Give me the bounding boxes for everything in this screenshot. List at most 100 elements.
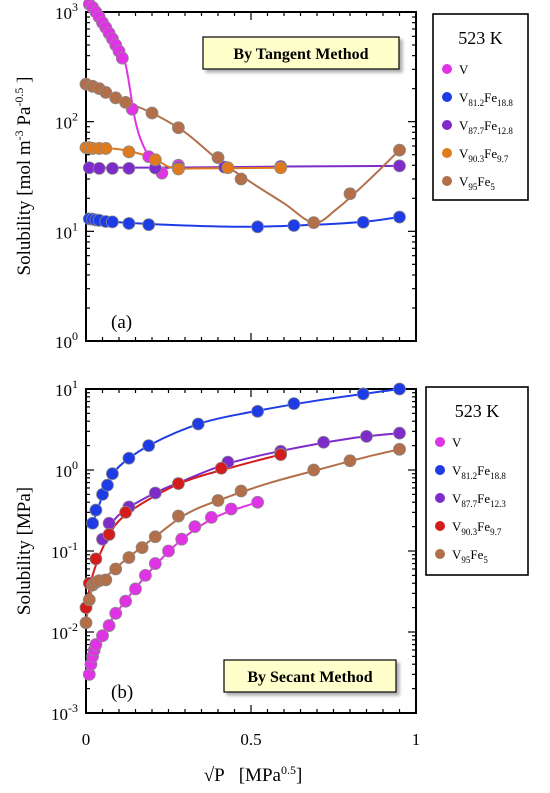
- x-tick-label: 0.5: [240, 730, 261, 749]
- data-point: [307, 216, 321, 230]
- data-point: [115, 51, 129, 65]
- legend-element: Fe: [477, 174, 490, 189]
- data-point: [224, 502, 238, 516]
- x-tick-label: 0: [82, 730, 91, 749]
- legend-subscript: 12.3: [490, 499, 506, 509]
- data-point: [211, 494, 225, 507]
- panel-a-legend: 523 KVV81.2Fe18.8V87.7Fe12.8V90.3Fe9.7V9…: [432, 13, 529, 201]
- legend-element: Fe: [470, 547, 483, 562]
- data-point: [96, 629, 109, 643]
- data-point: [211, 151, 225, 165]
- panel-b-y-axis-label: Solubility [MPa]: [14, 487, 35, 615]
- x-axis-label-close: ]: [296, 765, 302, 786]
- data-point: [89, 503, 103, 517]
- x-axis-label-exp: 0.5: [281, 763, 296, 777]
- data-point: [122, 551, 136, 564]
- y-tick-base: 10: [55, 462, 72, 481]
- legend-subscript: 12.8: [497, 126, 513, 136]
- legend-element: V: [452, 547, 462, 562]
- x-axis-label-unit: [MPa: [239, 765, 282, 786]
- legend-subscript: 9.7: [490, 527, 502, 537]
- panel-b-data-points: [79, 382, 406, 681]
- data-point: [106, 215, 119, 229]
- legend-entry: V87.7Fe12.8: [459, 118, 513, 136]
- data-point: [287, 219, 301, 232]
- data-point: [171, 162, 185, 176]
- data-point: [101, 478, 114, 492]
- data-point: [148, 530, 162, 544]
- legend-entry: V90.3Fe9.7: [459, 146, 509, 164]
- data-point: [214, 461, 228, 475]
- legend-marker: [442, 148, 452, 158]
- legend-subscript: 90.3: [468, 154, 484, 164]
- legend-marker: [442, 176, 452, 186]
- panel-b-tag: (b): [111, 682, 133, 703]
- y-tick-exponent: 0: [72, 458, 78, 472]
- legend-element: V: [459, 174, 469, 189]
- legend-element: V: [452, 463, 462, 478]
- panel-a-tag: (a): [111, 312, 132, 333]
- y-label-sup: -0.5: [12, 88, 26, 107]
- y-tick-label: 10-1: [51, 539, 78, 562]
- legend-element: Fe: [477, 463, 490, 478]
- legend-box: [432, 13, 529, 201]
- legend-entry: V81.2Fe18.8: [452, 463, 506, 481]
- data-point: [393, 382, 406, 396]
- legend-element: V: [459, 118, 469, 133]
- data-point: [122, 217, 136, 230]
- data-point: [171, 121, 185, 135]
- data-point: [287, 397, 301, 411]
- data-point: [142, 439, 156, 453]
- panel-a-method-box: By Tangent Method: [202, 36, 400, 70]
- data-point: [234, 172, 248, 186]
- legend-element: V: [452, 519, 462, 534]
- data-point: [148, 557, 162, 570]
- data-point: [317, 435, 331, 449]
- fit-curve: [85, 146, 281, 170]
- data-point: [82, 593, 96, 607]
- legend-box: [425, 386, 529, 576]
- legend-title: 523 K: [455, 401, 500, 421]
- y-label-text: Pa: [14, 106, 35, 130]
- y-tick-base: 10: [51, 705, 68, 724]
- y-tick-base: 10: [55, 333, 72, 352]
- data-point: [307, 463, 321, 477]
- x-tick-label: 1: [412, 730, 421, 749]
- legend-marker: [435, 437, 445, 447]
- data-point: [99, 85, 113, 99]
- panel-a-data-points: [79, 0, 406, 234]
- data-point: [251, 404, 265, 418]
- legend-entry: V: [459, 62, 469, 77]
- y-label-sup: -3: [12, 130, 26, 140]
- data-point: [119, 505, 132, 519]
- legend-subscript: 95: [461, 555, 471, 565]
- panel-b-legend: 523 KVV81.2Fe18.8V87.7Fe12.3V90.3Fe9.7V9…: [425, 386, 529, 576]
- panel-b-method-label: By Secant Method: [247, 669, 372, 686]
- data-point: [343, 454, 357, 468]
- panel-a-method-label: By Tangent Method: [233, 46, 368, 63]
- legend-subscript: 90.3: [461, 527, 477, 537]
- legend-element: V: [452, 491, 462, 506]
- data-point: [148, 486, 162, 500]
- data-point: [102, 516, 116, 530]
- y-tick-exponent: 1: [72, 377, 78, 391]
- legend-marker: [435, 493, 445, 503]
- y-tick-exponent: 2: [72, 110, 78, 124]
- data-point: [138, 568, 152, 582]
- y-label-text: Solubility [mol m: [14, 140, 35, 275]
- legend-element: V: [452, 435, 462, 450]
- data-point: [221, 161, 235, 175]
- data-point: [393, 210, 406, 224]
- fit-curve: [85, 83, 401, 224]
- data-point: [119, 594, 132, 608]
- y-label-text: ]: [14, 77, 35, 88]
- panel-a-minor-ticks: [85, 12, 417, 342]
- data-point: [274, 448, 288, 461]
- data-point: [171, 509, 185, 523]
- y-tick-base: 10: [51, 624, 68, 643]
- legend-subscript: 81.2: [461, 471, 477, 481]
